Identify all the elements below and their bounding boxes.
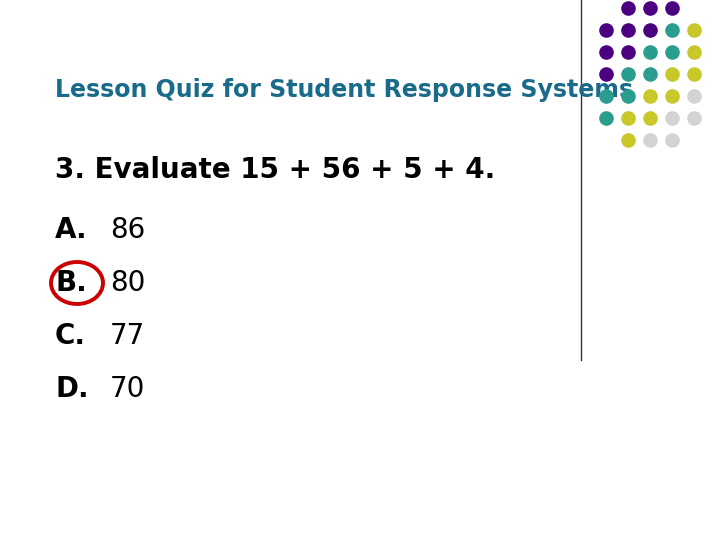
Point bbox=[666, 70, 678, 78]
Text: C.: C. bbox=[55, 322, 86, 350]
Text: A.: A. bbox=[55, 216, 88, 244]
Point bbox=[622, 70, 634, 78]
Point bbox=[644, 48, 656, 56]
Point bbox=[622, 26, 634, 35]
Point bbox=[600, 26, 612, 35]
Point bbox=[688, 48, 700, 56]
Point bbox=[622, 92, 634, 100]
Text: D.: D. bbox=[55, 375, 89, 403]
Point bbox=[622, 136, 634, 144]
Text: Lesson Quiz for Student Response Systems: Lesson Quiz for Student Response Systems bbox=[55, 78, 633, 102]
Text: 80: 80 bbox=[110, 269, 145, 297]
Point bbox=[688, 26, 700, 35]
Point bbox=[600, 48, 612, 56]
Text: 77: 77 bbox=[110, 322, 145, 350]
Point bbox=[600, 114, 612, 123]
Point bbox=[666, 48, 678, 56]
Point bbox=[644, 114, 656, 123]
Point bbox=[666, 26, 678, 35]
Text: 3. Evaluate 15 + 56 + 5 + 4.: 3. Evaluate 15 + 56 + 5 + 4. bbox=[55, 156, 495, 184]
Point bbox=[688, 70, 700, 78]
Point bbox=[666, 4, 678, 12]
Point bbox=[688, 114, 700, 123]
Point bbox=[622, 114, 634, 123]
Point bbox=[600, 92, 612, 100]
Point bbox=[622, 4, 634, 12]
Point bbox=[644, 26, 656, 35]
Point bbox=[644, 70, 656, 78]
Point bbox=[666, 136, 678, 144]
Point bbox=[644, 92, 656, 100]
Point bbox=[688, 92, 700, 100]
Point bbox=[622, 48, 634, 56]
Point bbox=[666, 92, 678, 100]
Text: 70: 70 bbox=[110, 375, 145, 403]
Text: 86: 86 bbox=[110, 216, 145, 244]
Point bbox=[666, 114, 678, 123]
Point bbox=[600, 70, 612, 78]
Text: B.: B. bbox=[55, 269, 86, 297]
Point bbox=[644, 136, 656, 144]
Point bbox=[644, 4, 656, 12]
